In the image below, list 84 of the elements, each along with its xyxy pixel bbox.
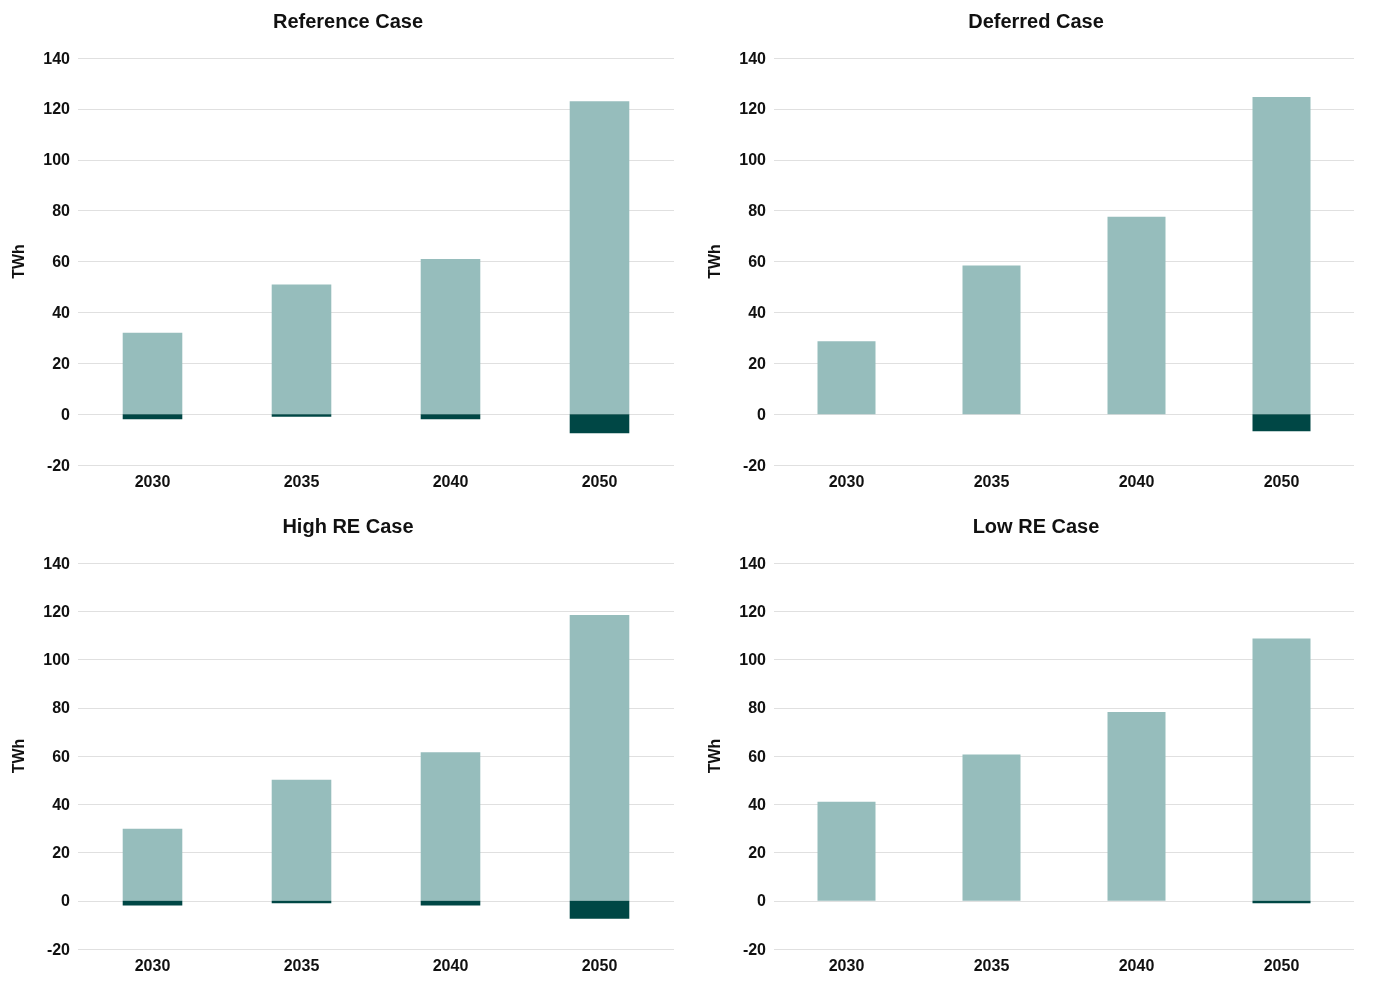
y-tick-label: -20 <box>742 456 767 474</box>
y-tick-label: 140 <box>43 554 71 572</box>
y-tick-label: 80 <box>52 699 71 717</box>
x-tick-label: 2035 <box>283 472 320 490</box>
y-tick-label: 40 <box>748 303 767 321</box>
y-tick-label: 80 <box>748 699 767 717</box>
y-tick-label: 40 <box>52 795 71 813</box>
y-tick-label: 0 <box>61 405 71 423</box>
bar <box>420 752 481 901</box>
x-tick-label: 2035 <box>973 956 1010 974</box>
x-tick-label: 2040 <box>1118 472 1155 490</box>
bar <box>569 414 630 434</box>
x-tick-label: 2050 <box>581 956 618 974</box>
y-axis-title: TWh <box>705 244 723 279</box>
y-axis-title: TWh <box>9 738 27 774</box>
bar <box>122 828 183 901</box>
y-tick-label: 0 <box>757 405 767 423</box>
y-axis-title: TWh <box>705 738 723 774</box>
bar <box>569 101 630 415</box>
y-tick-label: 40 <box>52 303 71 321</box>
bar <box>1252 638 1311 901</box>
y-tick-label: 100 <box>739 151 767 169</box>
bar <box>1107 712 1166 901</box>
bar <box>817 801 876 901</box>
bar <box>420 258 481 415</box>
y-tick-label: 140 <box>739 49 767 67</box>
bar <box>569 900 630 919</box>
bar <box>122 332 183 415</box>
y-tick-label: 20 <box>748 844 767 861</box>
x-tick-label: 2050 <box>1263 956 1300 974</box>
y-tick-label: 20 <box>748 354 767 372</box>
y-tick-label: 120 <box>739 602 767 620</box>
x-tick-label: 2050 <box>581 472 618 490</box>
y-tick-label: 60 <box>748 253 767 270</box>
chart-title: High RE Case <box>282 515 414 537</box>
y-tick-label: 0 <box>61 892 71 910</box>
x-tick-label: 2035 <box>973 472 1010 490</box>
y-axis-title: TWh <box>9 244 27 279</box>
bar <box>1107 216 1166 415</box>
x-tick-label: 2040 <box>432 956 469 974</box>
y-tick-label: -20 <box>46 940 71 958</box>
y-tick-label: 60 <box>52 253 71 270</box>
x-tick-label: 2030 <box>828 472 865 490</box>
bar <box>122 900 183 906</box>
y-tick-label: 140 <box>43 49 71 67</box>
bar <box>271 414 332 417</box>
y-tick-label: 120 <box>43 100 71 118</box>
y-tick-label: -20 <box>46 456 71 474</box>
bar <box>1252 414 1311 432</box>
y-tick-label: 80 <box>748 202 767 220</box>
y-tick-label: 20 <box>52 844 71 861</box>
y-tick-label: 100 <box>43 151 71 169</box>
bar <box>569 615 630 901</box>
y-tick-label: 0 <box>757 892 767 910</box>
y-tick-label: 60 <box>748 747 767 765</box>
y-tick-label: 20 <box>52 354 71 372</box>
y-tick-label: 60 <box>52 747 71 765</box>
chart-title: Low RE Case <box>972 515 1100 537</box>
chart-title: Reference Case <box>272 10 424 32</box>
x-tick-label: 2030 <box>828 956 865 974</box>
y-tick-label: 100 <box>43 651 71 668</box>
bar <box>271 779 332 901</box>
y-tick-label: 120 <box>739 100 767 118</box>
x-tick-label: 2050 <box>1263 472 1300 490</box>
bar <box>962 754 1021 901</box>
bar <box>962 265 1021 415</box>
y-tick-label: 140 <box>739 554 767 572</box>
bar <box>1252 96 1311 415</box>
y-tick-label: 40 <box>748 795 767 813</box>
bar <box>817 341 876 415</box>
bar <box>420 414 481 420</box>
x-tick-label: 2030 <box>134 472 171 490</box>
y-tick-label: -20 <box>742 940 767 958</box>
y-tick-label: 80 <box>52 202 71 220</box>
x-tick-label: 2030 <box>134 956 171 974</box>
x-tick-label: 2035 <box>283 956 320 974</box>
bar <box>420 900 481 906</box>
y-tick-label: 120 <box>43 602 71 620</box>
bar <box>271 284 332 415</box>
x-tick-label: 2040 <box>1118 956 1155 974</box>
y-tick-label: 100 <box>739 651 767 668</box>
x-tick-label: 2040 <box>432 472 469 490</box>
chart-title: Deferred Case <box>968 10 1104 32</box>
bar <box>122 414 183 420</box>
